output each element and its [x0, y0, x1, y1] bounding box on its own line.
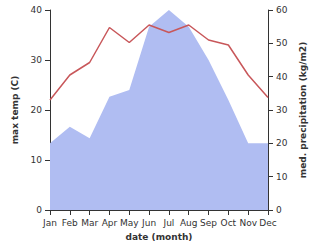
svg-text:Dec: Dec — [259, 218, 276, 228]
svg-text:med. precipitation (kg/m2): med. precipitation (kg/m2) — [298, 42, 308, 178]
svg-text:Aug: Aug — [180, 218, 198, 228]
svg-text:Mar: Mar — [81, 218, 98, 228]
svg-text:Apr: Apr — [102, 218, 118, 228]
svg-text:Jul: Jul — [162, 218, 174, 228]
svg-text:40: 40 — [276, 72, 288, 82]
svg-text:30: 30 — [31, 55, 43, 65]
svg-text:0: 0 — [36, 205, 42, 215]
svg-text:May: May — [120, 218, 139, 228]
svg-text:Nov: Nov — [239, 218, 257, 228]
svg-text:20: 20 — [31, 105, 43, 115]
svg-text:Oct: Oct — [221, 218, 237, 228]
svg-text:Feb: Feb — [62, 218, 78, 228]
svg-text:max temp (C): max temp (C) — [10, 76, 20, 145]
svg-text:Jun: Jun — [141, 218, 156, 228]
svg-text:0: 0 — [276, 205, 282, 215]
svg-text:10: 10 — [276, 172, 288, 182]
svg-text:30: 30 — [276, 105, 288, 115]
svg-text:60: 60 — [276, 5, 288, 15]
svg-text:Jan: Jan — [42, 218, 57, 228]
svg-text:Sep: Sep — [200, 218, 217, 228]
svg-text:10: 10 — [31, 155, 43, 165]
svg-text:50: 50 — [276, 38, 288, 48]
svg-text:date (month): date (month) — [126, 232, 193, 242]
svg-text:40: 40 — [31, 5, 43, 15]
svg-text:20: 20 — [276, 138, 288, 148]
